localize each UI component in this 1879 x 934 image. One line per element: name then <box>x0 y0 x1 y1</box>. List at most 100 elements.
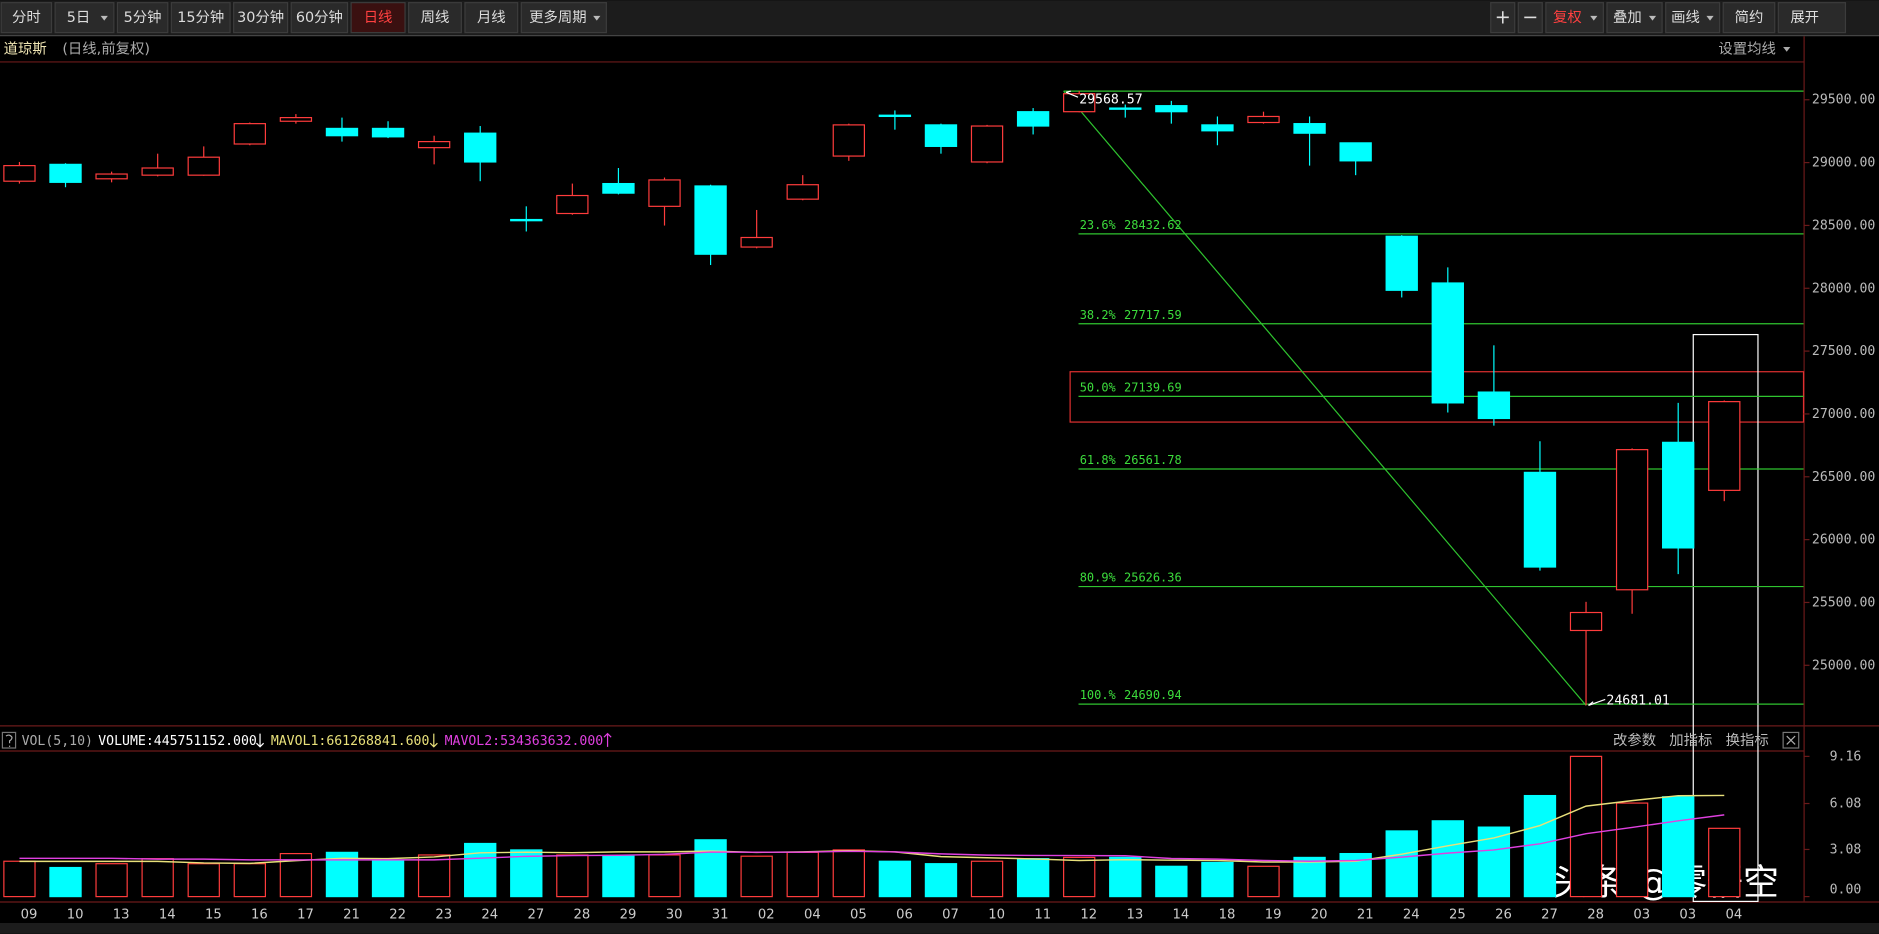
help-icon[interactable] <box>1 731 17 749</box>
toolbar-label[interactable]: 叠加 <box>1613 9 1642 26</box>
toolbar-label[interactable]: 复权 <box>1553 8 1582 26</box>
toolbar-button[interactable] <box>290 2 349 34</box>
candle-body <box>1523 471 1557 568</box>
index-title: 道琼斯 <box>4 40 47 57</box>
toolbar-label[interactable]: 30分钟 <box>237 9 284 26</box>
y-tick-label: 27000.00 <box>1812 407 1876 422</box>
candle-body <box>1155 105 1188 113</box>
close-icon[interactable] <box>1782 731 1800 749</box>
indicator-button[interactable]: 改参数 <box>1613 732 1656 749</box>
volume-bar <box>417 854 451 898</box>
toolbar-button[interactable] <box>1777 2 1847 34</box>
x-tick-label: 23 <box>435 908 452 923</box>
indicator-button[interactable]: 加指标 <box>1669 732 1712 749</box>
candle-body <box>3 165 36 182</box>
volume-bar <box>1063 856 1096 898</box>
x-tick-label: 09 <box>21 908 38 923</box>
toolbar-label[interactable]: − <box>1522 6 1538 29</box>
toolbar-label[interactable]: 周线 <box>421 9 450 26</box>
toolbar-button[interactable] <box>350 2 406 34</box>
candle-body <box>740 236 773 248</box>
volume-bar <box>694 839 727 898</box>
candle-body <box>786 184 819 200</box>
volume-bar <box>1385 830 1418 898</box>
candle-body <box>1615 449 1649 591</box>
x-tick-label: 13 <box>113 908 130 923</box>
y-tick-label: 27500.00 <box>1812 344 1876 359</box>
toolbar-button[interactable] <box>1517 2 1543 34</box>
mavol2-value: MAVOL2:534363632.000 <box>445 734 604 749</box>
volume-bar <box>1016 858 1050 898</box>
x-tick-label: 12 <box>1080 908 1097 923</box>
x-tick-label: 07 <box>942 908 959 923</box>
x-tick-label: 30 <box>666 908 683 923</box>
x-tick-label: 14 <box>1173 908 1190 923</box>
toolbar-button[interactable] <box>1490 2 1516 34</box>
dropdown-icon <box>1648 15 1657 21</box>
y-tick-label: 29500.00 <box>1812 93 1876 108</box>
x-tick-label: 10 <box>67 908 84 923</box>
candle-body <box>878 114 912 118</box>
toolbar-button[interactable] <box>1722 2 1776 34</box>
toolbar-button[interactable] <box>408 2 462 34</box>
toolbar-button[interactable] <box>233 2 289 34</box>
mavol1-value: MAVOL1:661268841.600 <box>271 734 430 749</box>
volume-bar <box>740 855 773 898</box>
y-tick-label: 29000.00 <box>1812 156 1876 171</box>
dropdown-icon <box>1783 46 1791 52</box>
candle-body <box>970 125 1004 163</box>
toolbar-label[interactable]: 画线 <box>1671 9 1700 26</box>
candle-body <box>1201 124 1234 132</box>
volume-bar <box>970 860 1004 898</box>
x-tick-label: 04 <box>804 908 821 923</box>
toolbar-label[interactable]: + <box>1495 6 1511 29</box>
toolbar-label[interactable]: 5分钟 <box>124 9 162 26</box>
fib-value: 27717.59 <box>1124 308 1182 322</box>
volume-bar <box>924 863 958 898</box>
x-tick-label: 29 <box>620 908 637 923</box>
candle-body <box>1431 282 1464 404</box>
toolbar-button[interactable] <box>520 2 607 34</box>
x-tick-label: 21 <box>1357 908 1374 923</box>
ma-settings[interactable]: 设置均线 <box>1718 40 1775 57</box>
toolbar-label[interactable]: 更多周期 <box>529 9 587 26</box>
fib-label: 38.2% <box>1080 308 1117 322</box>
low-annotation: 24681.01 <box>1606 694 1670 709</box>
y-tick-label: 0.00 <box>1830 882 1862 897</box>
toolbar-label[interactable]: 展开 <box>1790 10 1819 26</box>
candle-body <box>141 167 174 176</box>
indicator-button[interactable]: 换指标 <box>1726 732 1769 749</box>
volume-bar <box>602 855 635 898</box>
toolbar-label[interactable]: 简约 <box>1735 9 1764 26</box>
x-tick-label: 04 <box>1725 908 1742 923</box>
candle-body <box>648 179 681 207</box>
candle-body <box>1662 441 1695 549</box>
candle-body <box>464 132 497 163</box>
toolbar-label[interactable]: 分时 <box>12 9 41 26</box>
toolbar-button[interactable] <box>464 2 519 34</box>
candle-body <box>233 123 267 145</box>
toolbar-label[interactable]: 5日 <box>67 10 91 26</box>
help-glyph <box>5 734 13 747</box>
fib-label: 80.9% <box>1080 571 1117 585</box>
volume-bar <box>187 863 220 898</box>
candle-body <box>49 163 82 183</box>
indicator-name: VOL(5,10) <box>22 734 93 749</box>
candle-body <box>510 218 543 222</box>
y-tick-label: 6.08 <box>1830 797 1862 812</box>
toolbar-label[interactable]: 月线 <box>477 9 506 26</box>
toolbar-button[interactable] <box>170 2 231 34</box>
y-tick-label: 9.16 <box>1830 749 1862 764</box>
candle-body <box>1016 111 1050 127</box>
volume-bar <box>1109 856 1142 898</box>
candle-body <box>1477 391 1511 420</box>
toolbar-label[interactable]: 15分钟 <box>177 9 224 26</box>
close-glyph <box>1786 735 1796 745</box>
toolbar-label[interactable]: 60分钟 <box>296 9 343 26</box>
toolbar-button[interactable] <box>0 2 53 34</box>
toolbar-button[interactable] <box>116 2 169 34</box>
toolbar-label[interactable]: 日线 <box>364 9 393 26</box>
bottom-tabs <box>0 922 1879 934</box>
